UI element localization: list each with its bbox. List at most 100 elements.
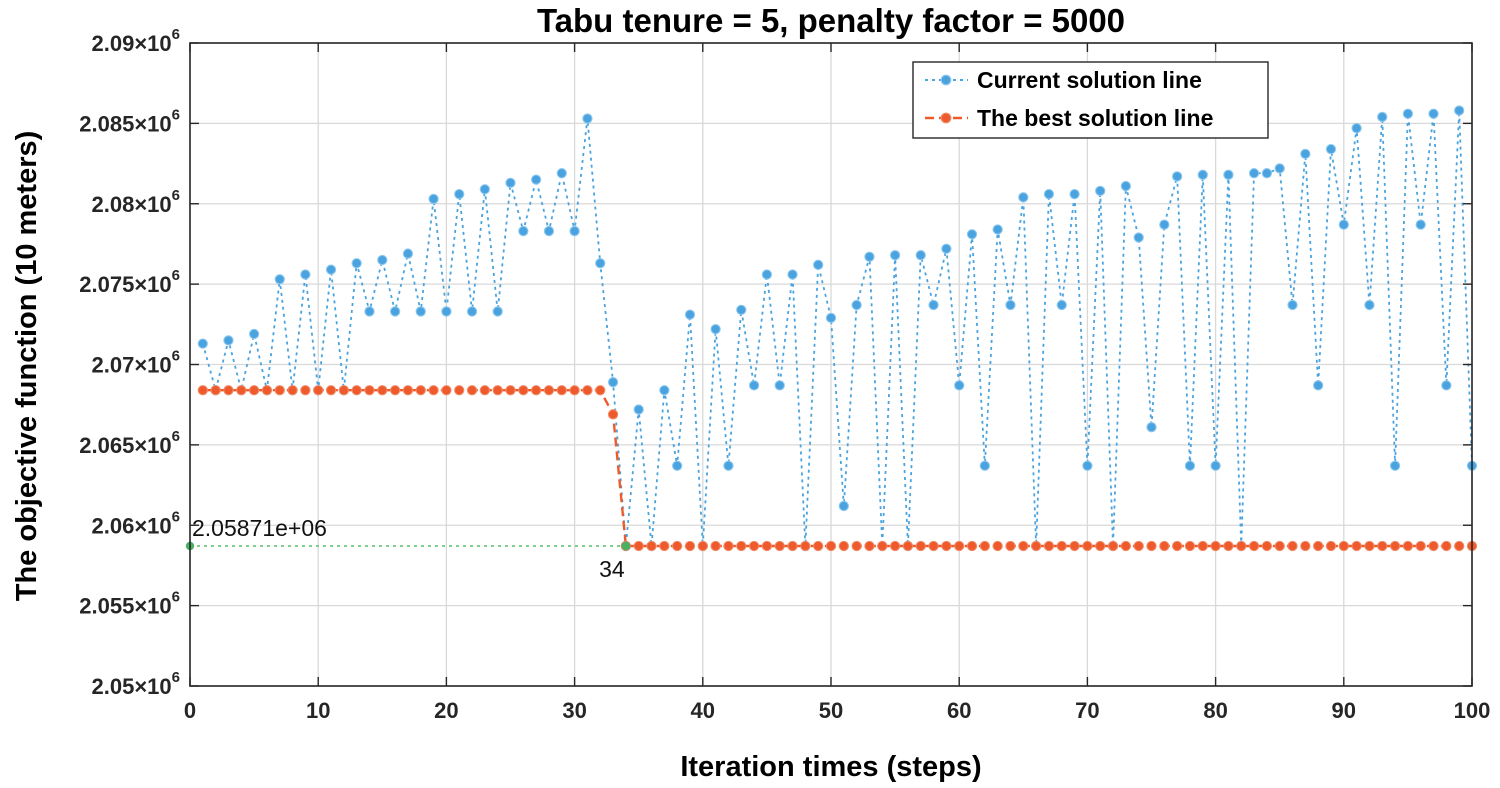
data-point: [210, 385, 221, 396]
data-point: [1197, 169, 1208, 180]
series-line: [202, 389, 1472, 548]
data-point: [774, 540, 785, 552]
series-1: [197, 385, 1478, 552]
data-point: [1402, 540, 1414, 552]
y-tick-label: 2.09×106: [92, 26, 180, 56]
y-axis-label: The objective function (10 meters): [11, 131, 43, 602]
data-point: [954, 540, 965, 552]
data-point: [684, 309, 696, 320]
data-point: [1133, 540, 1144, 552]
annotation-best-iteration: 34: [599, 556, 625, 582]
y-tick-label: 2.06×106: [92, 508, 180, 538]
data-point: [1095, 185, 1106, 197]
data-point: [595, 385, 606, 396]
data-point: [223, 335, 234, 346]
data-point: [659, 385, 670, 396]
data-point: [1082, 460, 1093, 471]
data-point: [428, 385, 439, 396]
legend: Current solution line The best solution …: [912, 61, 1269, 139]
grid: [189, 42, 1473, 687]
data-point: [300, 385, 311, 396]
data-point: [864, 540, 875, 552]
data-point: [364, 385, 375, 396]
series-layer: [197, 105, 1478, 552]
data-point: [1351, 540, 1362, 552]
data-point: [1441, 540, 1452, 552]
data-point: [607, 377, 619, 388]
x-axis-label: Iteration times (steps): [680, 751, 981, 783]
data-point: [954, 380, 965, 391]
data-point: [556, 385, 567, 396]
legend-box: [912, 61, 1269, 139]
data-point: [825, 312, 837, 324]
data-point: [1261, 540, 1273, 552]
annotation-best-value: 2.05871e+06: [192, 515, 327, 541]
reference-line-layer: [185, 541, 631, 551]
data-point: [530, 174, 542, 185]
y-tick-label: 2.08×106: [92, 187, 180, 217]
data-point: [736, 304, 747, 315]
data-point: [1223, 169, 1234, 180]
data-point: [992, 540, 1003, 552]
data-point: [197, 385, 208, 396]
data-point: [1120, 180, 1132, 192]
data-point: [1184, 460, 1196, 471]
data-point: [543, 225, 555, 237]
data-point: [787, 269, 798, 280]
data-point: [1146, 540, 1157, 552]
series-line: [201, 110, 1473, 547]
data-point: [1274, 540, 1285, 552]
data-point: [1171, 540, 1183, 552]
data-point: [825, 540, 837, 552]
data-point: [351, 258, 362, 269]
data-point: [800, 540, 811, 552]
data-point: [1069, 188, 1080, 200]
data-point: [300, 269, 311, 280]
data-point: [1030, 540, 1042, 552]
data-point: [287, 385, 298, 396]
data-point: [1171, 171, 1183, 182]
data-point: [646, 540, 657, 552]
data-point: [1159, 540, 1170, 552]
data-point: [1325, 143, 1337, 155]
data-point: [761, 269, 773, 280]
data-point: [864, 251, 875, 262]
data-point: [979, 460, 990, 471]
data-point: [1402, 108, 1414, 119]
data-point: [479, 385, 491, 396]
data-point: [197, 338, 208, 349]
data-point: [377, 254, 388, 266]
data-point: [1248, 168, 1260, 179]
data-point: [1120, 540, 1132, 552]
data-point: [1364, 299, 1375, 311]
data-point: [710, 540, 721, 552]
data-point: [1415, 219, 1426, 230]
data-point: [505, 385, 516, 396]
data-point: [761, 540, 773, 552]
data-point: [351, 385, 362, 396]
data-point: [1248, 540, 1260, 552]
data-point: [248, 385, 260, 396]
data-point: [1056, 299, 1067, 311]
data-point: [1454, 105, 1465, 116]
data-point: [530, 385, 542, 396]
data-point: [723, 460, 734, 471]
data-point: [569, 225, 580, 237]
data-point: [1197, 540, 1208, 552]
y-tick-label: 2.065×106: [79, 428, 180, 458]
data-point: [1377, 540, 1388, 552]
data-point: [236, 385, 247, 396]
data-point: [838, 500, 849, 512]
data-point: [1287, 540, 1298, 552]
data-point: [1428, 108, 1439, 119]
data-point: [748, 540, 760, 552]
data-point: [1274, 163, 1285, 174]
data-point: [1441, 380, 1452, 391]
data-point: [1210, 460, 1221, 471]
data-point: [684, 540, 696, 552]
ticks: 0 10 20 30 40 50 60 70 80 90 100 2.05×106 2.055×106 2…: [79, 26, 1490, 723]
data-point: [1261, 168, 1273, 179]
data-point: [1018, 540, 1029, 552]
data-point: [736, 540, 747, 552]
